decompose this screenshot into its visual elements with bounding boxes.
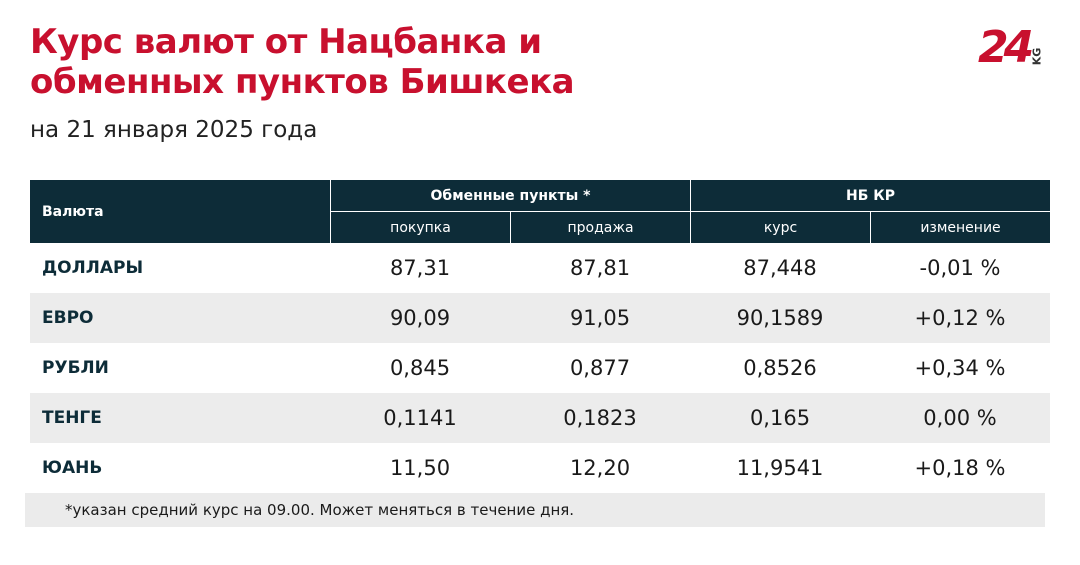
rate-value: 87,31: [389, 256, 451, 280]
rate-value: 11,50: [389, 456, 451, 480]
subtitle: на 21 января 2025 года: [30, 117, 318, 143]
title: Курс валют от Нацбанка и: [30, 22, 542, 62]
rate-value: 90,09: [389, 306, 451, 330]
row-bg: [30, 293, 1050, 343]
currency-name: ДОЛЛАРЫ: [42, 258, 144, 278]
header-cell: Обменные пункты *: [331, 180, 690, 211]
subheader-cell: продажа: [511, 212, 690, 243]
rate-value: 90,1589: [736, 306, 824, 330]
rate-value: 0,1141: [383, 406, 457, 430]
rate-value: 0,00 %: [923, 406, 997, 430]
row-bg: [30, 343, 1050, 393]
header-cell: НБ КР: [691, 180, 1050, 211]
subheader-cell: покупка: [331, 212, 510, 243]
rate-value: 0,165: [749, 406, 811, 430]
rate-value: +0,34 %: [914, 356, 1006, 380]
logo-suffix: KG: [1030, 47, 1044, 66]
logo: 24: [978, 22, 1034, 73]
rate-value: 0,877: [569, 356, 631, 380]
rate-value: 12,20: [569, 456, 631, 480]
rate-value: +0,18 %: [914, 456, 1006, 480]
row-bg: [30, 443, 1050, 493]
title: обменных пунктов Бишкека: [30, 62, 575, 102]
subheader-cell: изменение: [871, 212, 1050, 243]
currency-name: ЮАНЬ: [42, 458, 103, 478]
rate-value: +0,12 %: [914, 306, 1006, 330]
rate-value: 87,81: [569, 256, 631, 280]
rate-value: 0,1823: [563, 406, 637, 430]
currency-name: РУБЛИ: [42, 358, 109, 378]
currency-name: ТЕНГЕ: [42, 408, 102, 428]
footnote: *указан средний курс на 09.00. Может мен…: [25, 493, 1045, 527]
row-bg: [30, 243, 1050, 293]
row-bg: [30, 393, 1050, 443]
rate-value: 91,05: [569, 306, 631, 330]
currency-name: ЕВРО: [42, 308, 94, 328]
rate-value: 87,448: [743, 256, 817, 280]
subheader-cell: курс: [691, 212, 870, 243]
rate-value: 11,9541: [736, 456, 824, 480]
rate-value: 0,845: [389, 356, 451, 380]
header-cell: Валюта: [30, 180, 330, 243]
rate-value: 0,8526: [743, 356, 817, 380]
rate-value: -0,01 %: [919, 256, 1001, 280]
